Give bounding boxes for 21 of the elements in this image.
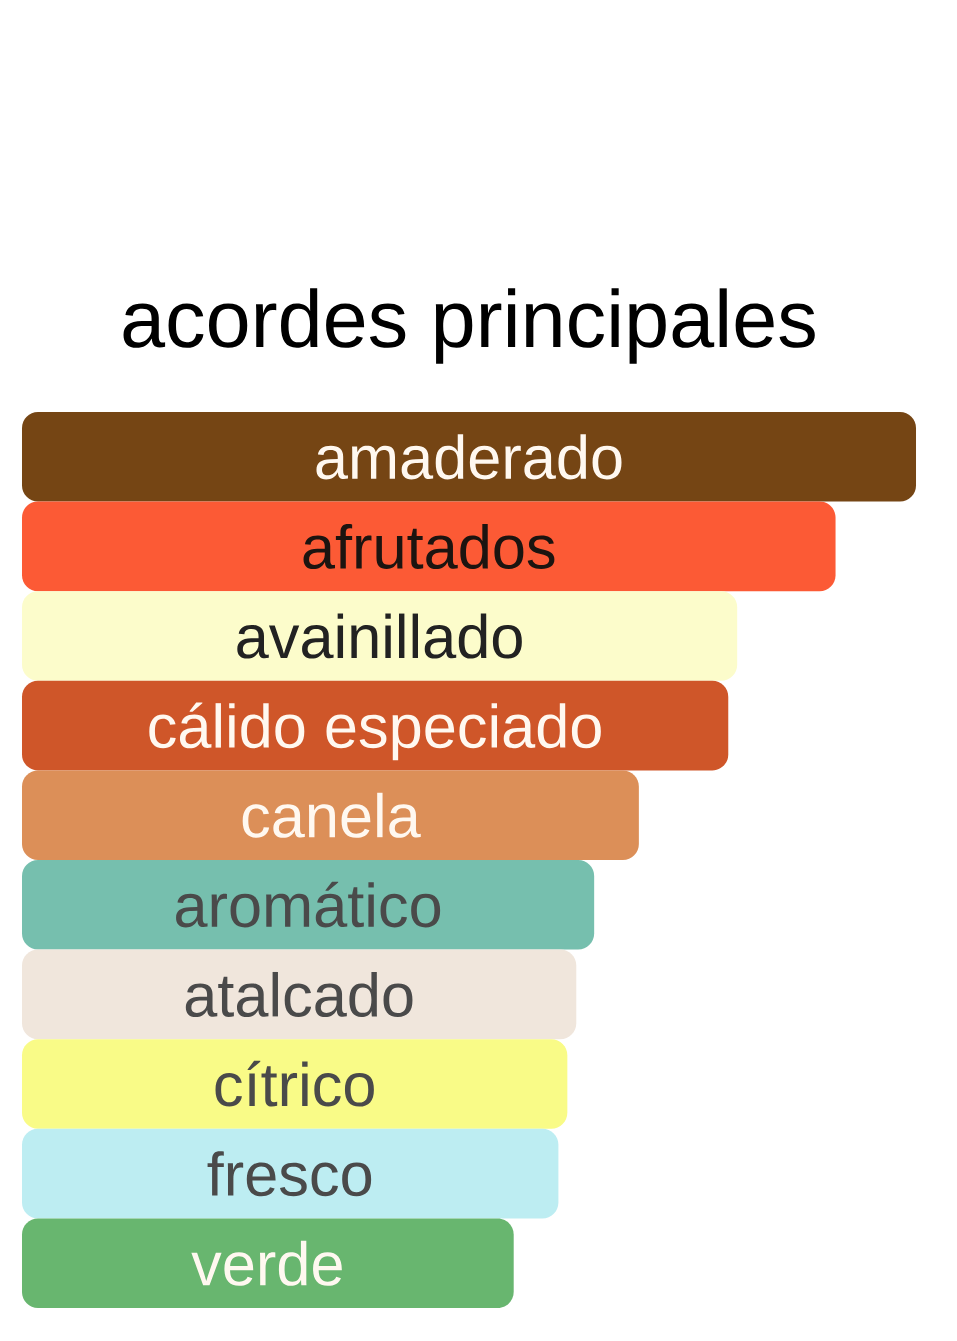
bar — [22, 412, 917, 502]
bar — [22, 770, 639, 861]
y-tick-label: afrutados — [303, 523, 555, 570]
y-tick-label: fresco — [207, 1151, 372, 1197]
bar — [22, 1039, 568, 1129]
y-tick-label: cálido especiado — [149, 702, 601, 761]
y-tick-label: avainillado — [237, 613, 522, 659]
bar — [22, 1218, 514, 1309]
bar — [22, 860, 595, 950]
bar — [22, 1128, 559, 1219]
bar — [22, 680, 729, 771]
chart-title: acordes principales — [123, 288, 815, 364]
bar — [22, 591, 738, 681]
y-tick-label: aromático — [176, 881, 441, 928]
y-tick-label: canela — [242, 792, 421, 838]
bar — [22, 949, 577, 1040]
y-tick-label: atalcado — [185, 971, 413, 1018]
y-tick-label: amaderado — [316, 434, 622, 480]
bar — [22, 501, 836, 592]
y-tick-label: verde — [191, 1240, 342, 1286]
y-tick-label: cítrico — [215, 1060, 374, 1107]
